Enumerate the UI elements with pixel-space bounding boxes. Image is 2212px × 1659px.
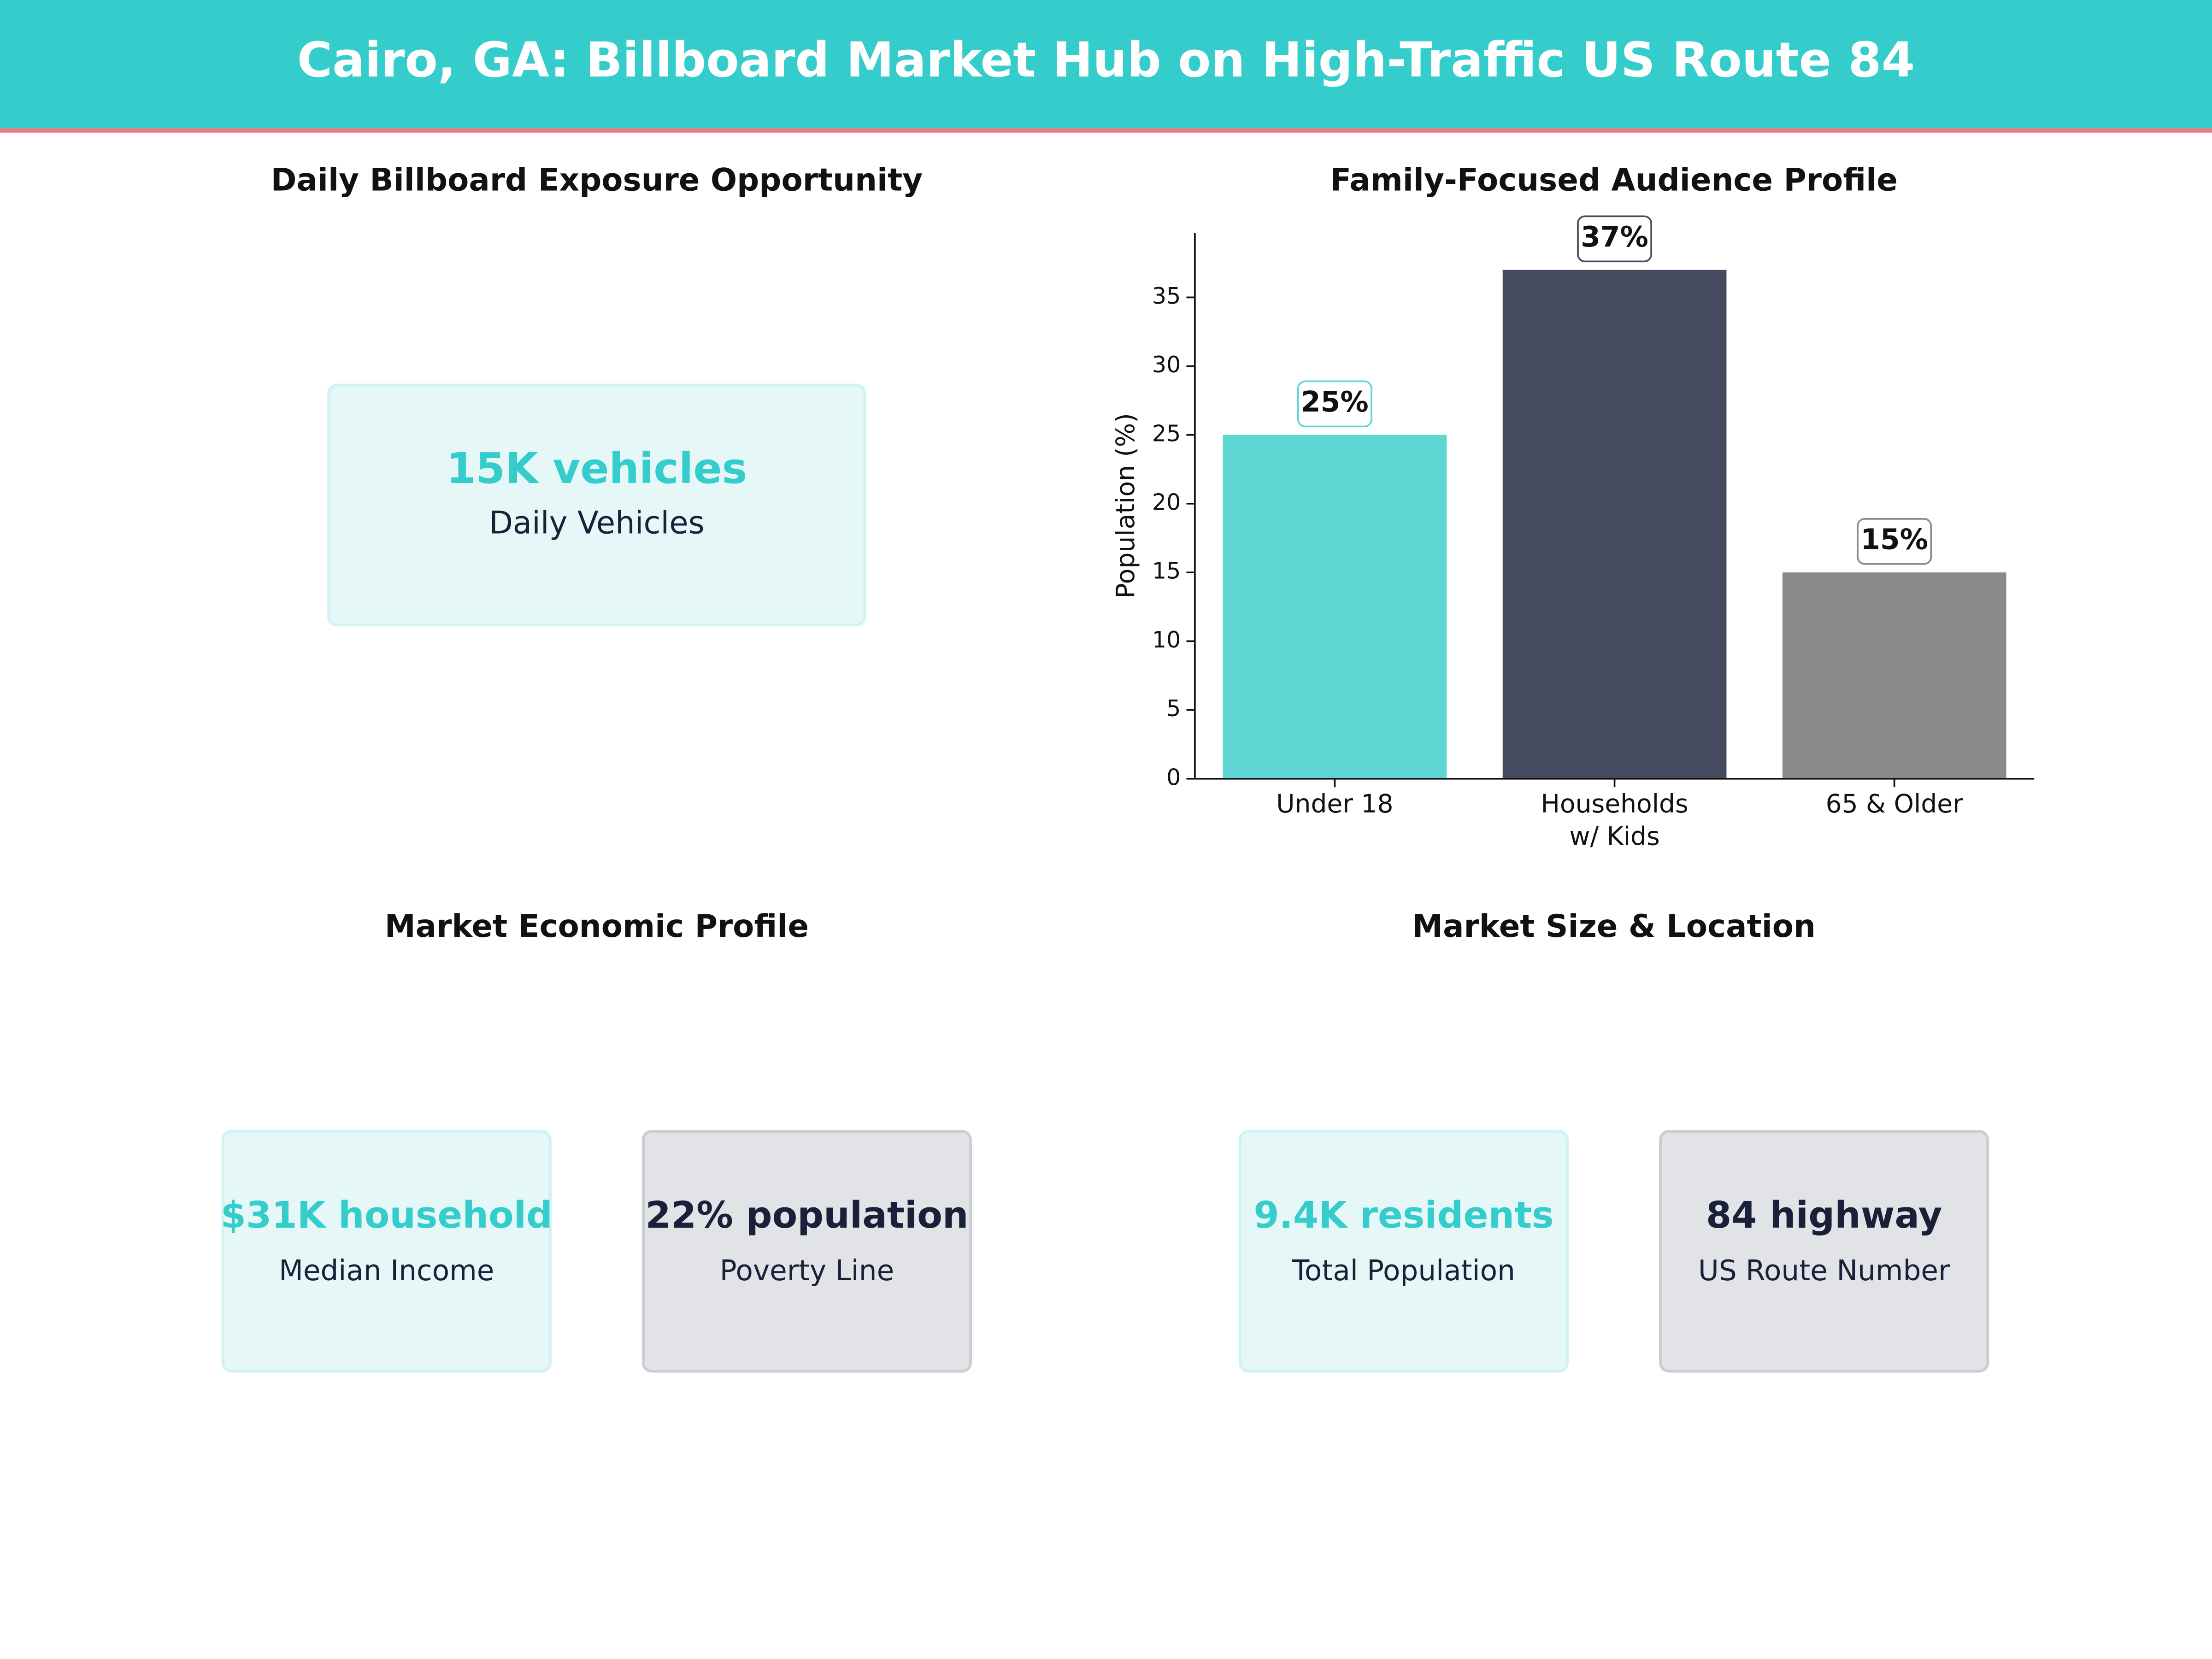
y-tick-label: 35: [1152, 283, 1181, 309]
panel-title: Market Economic Profile: [385, 908, 809, 944]
kpi-value: 9.4K residents: [1253, 1194, 1553, 1236]
kpi-label: Poverty Line: [720, 1254, 894, 1287]
x-tick-label: Households w/ Kids: [1541, 789, 1688, 851]
header-rule: [0, 128, 2212, 133]
bar: [1782, 572, 2006, 779]
x-tick-label: Under 18: [1276, 789, 1393, 818]
kpi-label: Daily Vehicles: [489, 504, 705, 541]
kpi-card: [1659, 1130, 1989, 1373]
page-title: Cairo, GA: Billboard Market Hub on High-…: [297, 32, 1915, 88]
x-tick-label: 65 & Older: [1826, 789, 1964, 818]
panel-title: Daily Billboard Exposure Opportunity: [271, 161, 923, 198]
bar: [1223, 435, 1447, 779]
kpi-card: [327, 383, 866, 627]
kpi-label: Total Population: [1292, 1254, 1515, 1287]
value-label: 37%: [1581, 221, 1648, 253]
kpi-value: 84 highway: [1706, 1194, 1942, 1236]
y-tick-label: 25: [1152, 420, 1181, 447]
kpi-value: 22% population: [645, 1194, 968, 1236]
header-bar: [0, 0, 2212, 129]
kpi-card: [1238, 1130, 1569, 1373]
kpi-card: [221, 1130, 552, 1373]
value-label-box: [1577, 215, 1652, 263]
y-tick-label: 0: [1166, 764, 1181, 790]
kpi-card: [641, 1130, 972, 1373]
bar: [1502, 270, 1727, 779]
panel-title: Market Size & Location: [1412, 908, 1816, 944]
y-tick-label: 20: [1152, 489, 1181, 515]
value-label: 15%: [1860, 523, 1928, 556]
y-axis-label: Population (%): [1111, 413, 1140, 598]
y-tick-label: 15: [1152, 558, 1181, 584]
kpi-label: Median Income: [279, 1254, 494, 1287]
kpi-value: $31K household: [221, 1194, 553, 1236]
y-tick-label: 5: [1166, 695, 1181, 722]
value-label: 25%: [1301, 386, 1369, 418]
kpi-value: 15K vehicles: [447, 444, 747, 493]
y-tick-label: 10: [1152, 627, 1181, 653]
value-label-box: [1297, 380, 1372, 428]
value-label-box: [1857, 518, 1932, 565]
kpi-label: US Route Number: [1698, 1254, 1950, 1287]
y-tick-label: 30: [1152, 352, 1181, 378]
chart-title: Family-Focused Audience Profile: [1330, 161, 1898, 198]
